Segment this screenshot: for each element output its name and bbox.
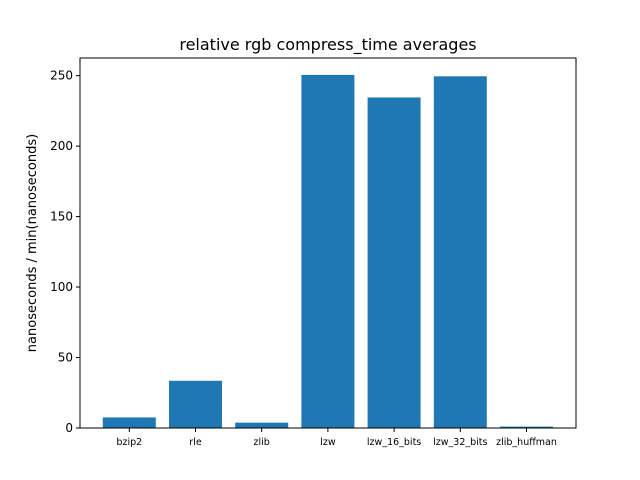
y-tick-label: 250 — [50, 69, 73, 83]
y-axis-label: nanoseconds / min(nanoseconds) — [25, 134, 40, 352]
y-tick-label: 0 — [65, 421, 73, 435]
bars-group — [103, 75, 553, 428]
x-tick-label: lzw_32_bits — [433, 437, 487, 448]
bar-lzw_32_bits — [434, 76, 487, 428]
bar-lzw — [301, 75, 354, 428]
bar-lzw_16_bits — [368, 97, 421, 428]
y-tick-label: 100 — [50, 280, 73, 294]
chart-title: relative rgb compress_time averages — [179, 35, 476, 55]
y-axis-ticks: 0 50 100 150 200 250 — [50, 69, 80, 435]
x-tick-label: zlib_huffman — [496, 437, 557, 448]
bar-zlib — [235, 423, 288, 428]
y-tick-label: 150 — [50, 210, 73, 224]
x-axis-ticks: bzip2 rle zlib lzw lzw_16_bits lzw_32_bits zli… — [116, 428, 556, 448]
x-tick-label: lzw_16_bits — [367, 437, 421, 448]
x-tick-label: rle — [189, 437, 202, 448]
x-tick-label: bzip2 — [116, 437, 142, 448]
y-tick-label: 50 — [58, 351, 73, 365]
x-tick-label: lzw — [320, 437, 336, 448]
bar-bzip2 — [103, 417, 156, 428]
y-tick-label: 200 — [50, 139, 73, 153]
x-tick-label: zlib — [254, 437, 270, 448]
bar-rle — [169, 381, 222, 428]
